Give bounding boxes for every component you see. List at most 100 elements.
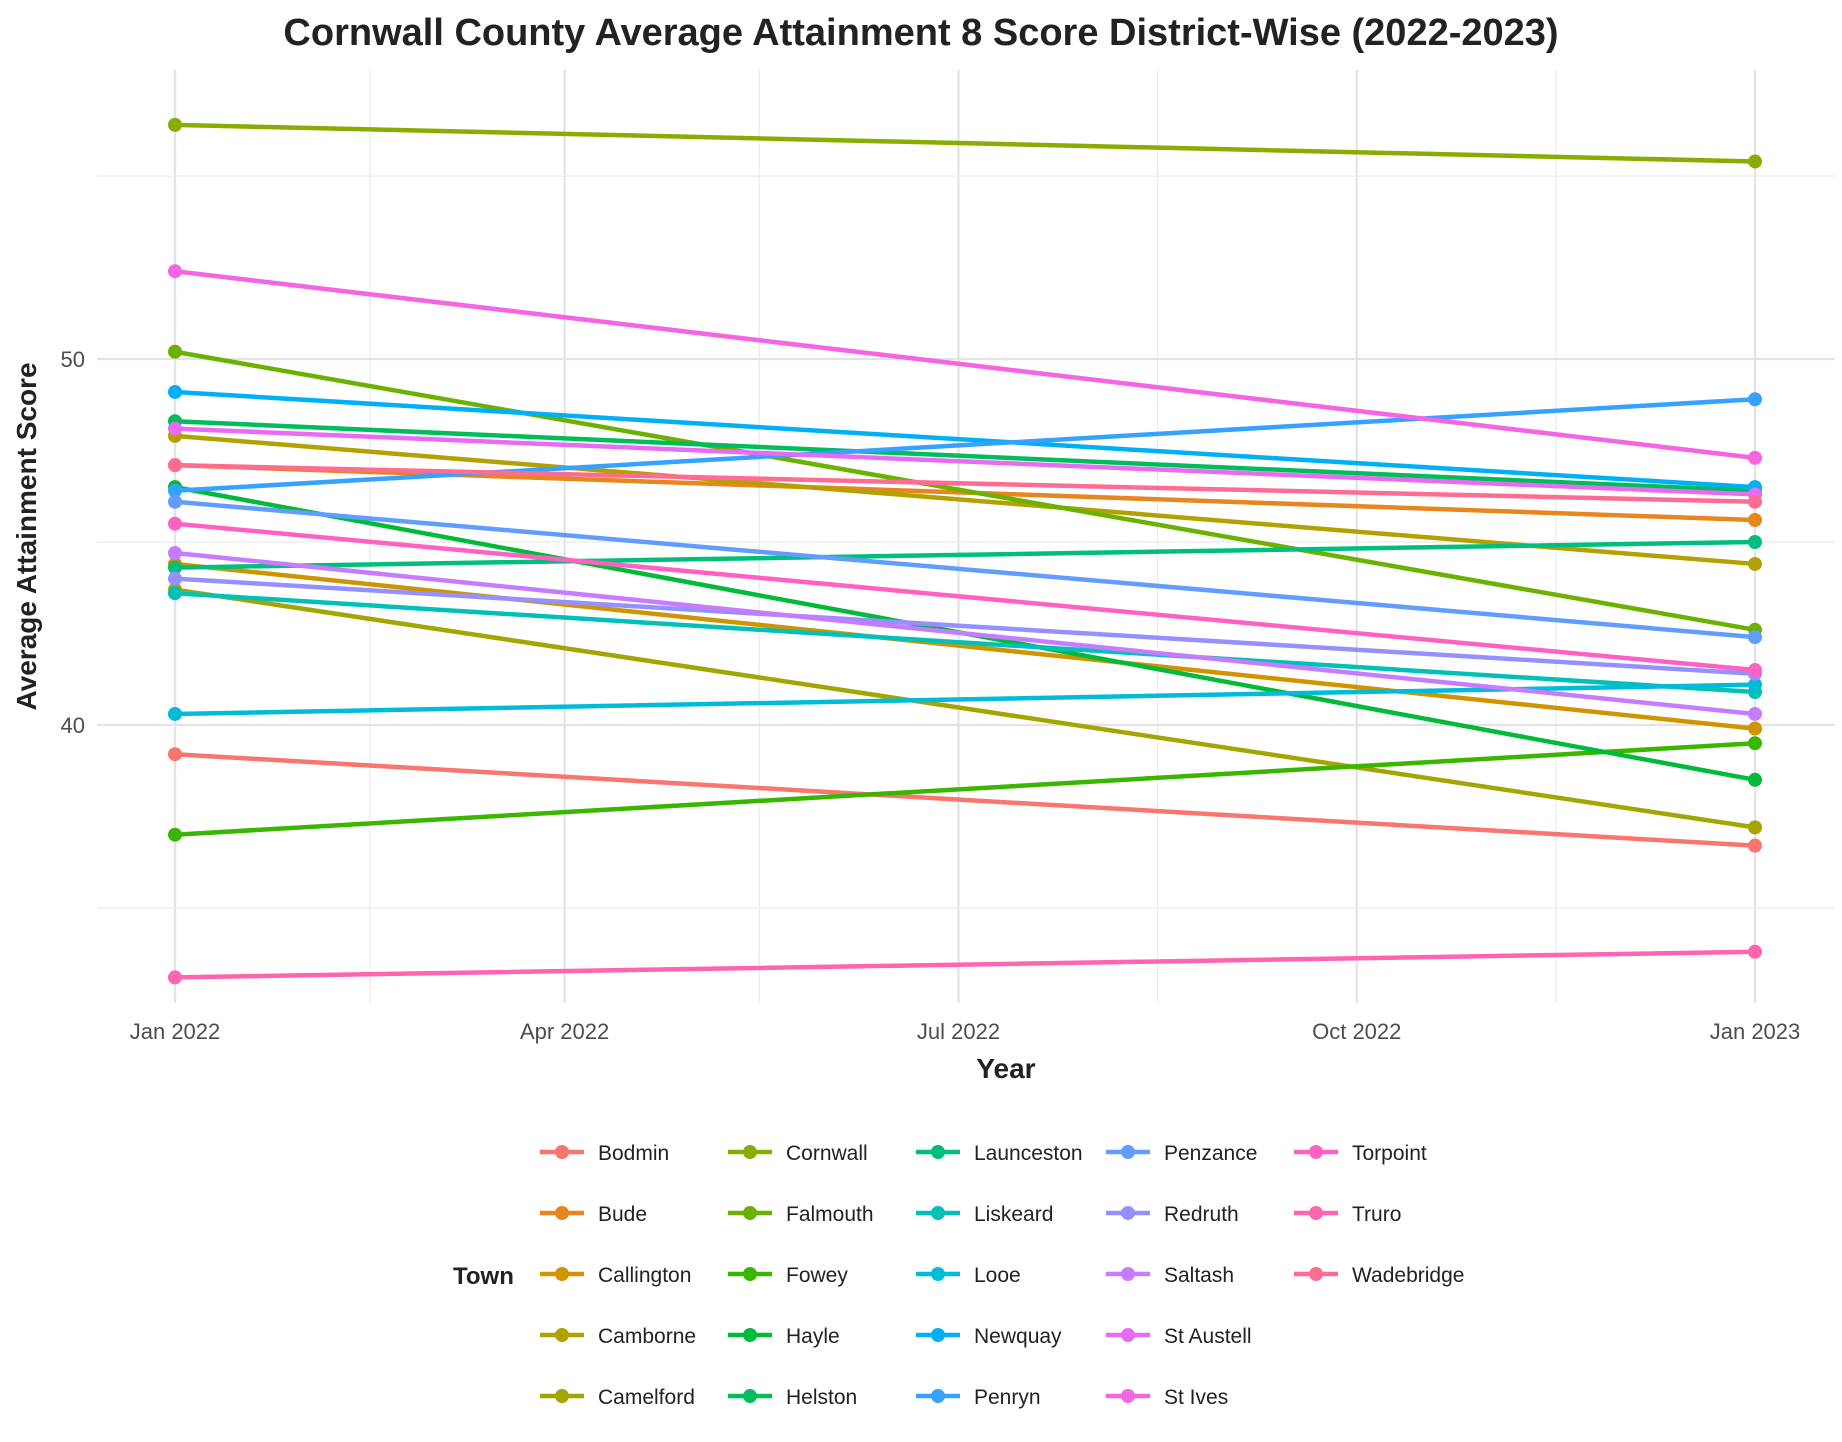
legend-key-point [1121,1389,1135,1403]
data-point [168,970,182,985]
data-point [1748,556,1762,571]
series-line [172,587,1758,830]
legend-key-point [931,1206,945,1220]
series-line [172,740,1758,837]
data-point [1748,392,1762,407]
data-point [168,421,182,436]
y-axis-title: Average Attainment Score [11,362,42,710]
legend-label: Redruth [1164,1203,1239,1226]
legend-key-point [1121,1267,1135,1281]
x-tick-label: Apr 2022 [520,1019,609,1044]
series-saltash [168,545,1762,721]
legend-label: Penryn [974,1386,1041,1409]
legend-item: Redruth [1106,1203,1239,1226]
x-tick-label: Jan 2023 [1710,1019,1801,1044]
legend-label: Launceston [974,1142,1083,1165]
data-point [1748,772,1762,787]
legend-label: Camelford [598,1386,695,1409]
series-line [172,268,1758,461]
series-penzance [168,494,1762,645]
data-point [168,545,182,560]
series-line [172,426,1758,497]
legend-label: Saltash [1164,1264,1234,1287]
series-launceston [168,534,1762,575]
y-tick-label: 50 [61,347,85,372]
legend-label: Liskeard [974,1203,1053,1226]
legend-key-point [1121,1206,1135,1220]
series-line [172,751,1758,848]
series-line [172,122,1758,164]
legend-label: Helston [786,1386,857,1409]
legend-item: Cornwall [728,1142,868,1165]
data-point [168,344,182,359]
data-point [1748,494,1762,509]
legend-label: Hayle [786,1325,840,1348]
legend-key-point [743,1145,757,1159]
data-point [1748,450,1762,465]
legend-item: St Austell [1106,1325,1252,1348]
data-point [168,264,182,279]
legend-item: St Ives [1106,1386,1228,1409]
legend-key-point [1309,1206,1323,1220]
series-bodmin [168,747,1762,853]
series-line [172,433,1758,567]
series-line [172,561,1758,731]
legend-key-point [1121,1145,1135,1159]
series-line [172,397,1758,494]
series-line [172,389,1758,490]
series-truro [168,944,1762,985]
series-line [172,462,1758,504]
data-point [168,458,182,473]
legend-label: St Ives [1164,1386,1228,1409]
legend-key-point [1309,1145,1323,1159]
data-point [1748,154,1762,169]
x-tick-label: Jan 2022 [130,1019,221,1044]
legend-label: Callington [598,1264,691,1287]
x-tick-label: Jul 2022 [917,1019,1000,1044]
legend-key-point [1309,1267,1323,1281]
series-penryn [168,392,1762,498]
legend-label: Bude [598,1203,647,1226]
legend-item: Looe [916,1264,1021,1287]
legend-label: Camborne [598,1325,696,1348]
data-point [1748,534,1762,549]
series-line [172,349,1758,633]
legend-label: Bodmin [598,1142,669,1165]
legend-key-point [931,1328,945,1342]
series-cornwall [168,117,1762,169]
legend-key-point [931,1267,945,1281]
legend-key-point [555,1328,569,1342]
grid [97,70,1835,1003]
data-point [1748,706,1762,721]
legend-item: Penzance [1106,1142,1257,1165]
legend-label: Cornwall [786,1142,868,1165]
legend-key-point [555,1389,569,1403]
series-lines [168,117,1762,985]
legend-key-point [931,1389,945,1403]
series-line [172,949,1758,980]
series-line [172,576,1758,676]
legend-item: Helston [728,1386,857,1409]
legend-label: Falmouth [786,1203,874,1226]
legend-item: Falmouth [728,1203,874,1226]
legend-key-point [743,1206,757,1220]
legend-label: Fowey [786,1264,848,1287]
legend-item: Saltash [1106,1264,1234,1287]
y-axis-ticks: 40 50 [61,347,85,738]
series-camborne [168,428,1762,571]
series-wadebridge [168,458,1762,509]
legend-item: Penryn [916,1386,1041,1409]
legend-label: Looe [974,1264,1021,1287]
x-tick-label: Oct 2022 [1312,1019,1401,1044]
legend-item: Torpoint [1294,1142,1427,1165]
data-point [168,483,182,498]
legend-item: Camborne [540,1325,696,1348]
legend-item: Newquay [916,1325,1062,1348]
data-point [168,586,182,601]
series-line [172,521,1758,673]
legend-item: Wadebridge [1294,1264,1464,1287]
legend-label: Penzance [1164,1142,1257,1165]
legend-label: Torpoint [1352,1142,1427,1165]
data-point [168,560,182,575]
